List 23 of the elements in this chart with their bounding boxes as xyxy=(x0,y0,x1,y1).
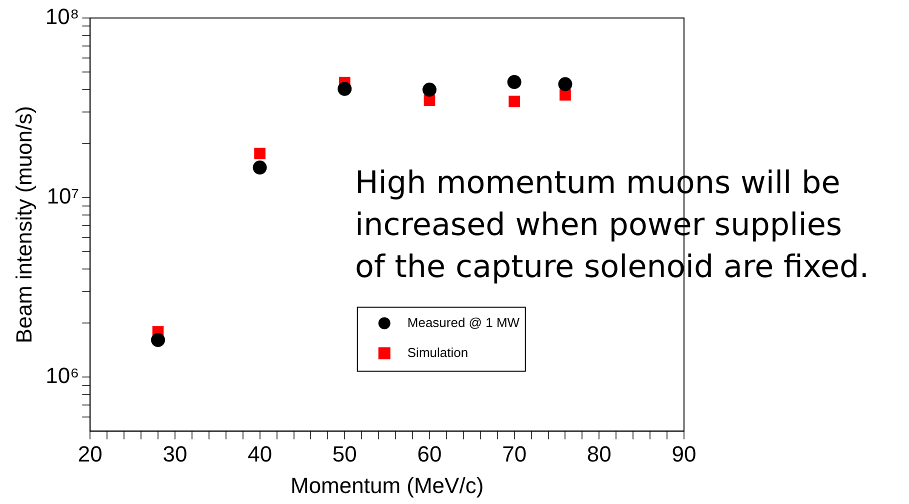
point xyxy=(558,77,572,92)
point xyxy=(422,82,436,97)
y-tick-label: 10⁸ xyxy=(45,4,80,30)
legend-label: Measured @ 1 MW xyxy=(407,314,520,330)
point xyxy=(151,333,166,348)
x-tick-label: 30 xyxy=(162,441,188,466)
x-axis-title: Momentum (MeV/c) xyxy=(290,472,484,498)
point xyxy=(254,148,266,160)
y-tick-label: 10⁷ xyxy=(46,184,80,209)
x-tick-label: 70 xyxy=(502,441,527,466)
y-tick-label: 10⁶ xyxy=(46,363,80,388)
point xyxy=(252,160,267,175)
legend-label: Simulation xyxy=(407,344,468,360)
x-tick-label: 40 xyxy=(248,441,272,466)
y-axis-title: Beam intensity (muon/s) xyxy=(11,106,36,344)
point xyxy=(338,82,352,96)
x-tick-label: 90 xyxy=(672,441,696,466)
x-tick-label: 60 xyxy=(417,441,442,466)
x-tick-label: 80 xyxy=(586,441,612,466)
x-tick-label: 50 xyxy=(332,441,357,466)
point xyxy=(507,75,522,90)
x-tick-label: 20 xyxy=(78,441,102,466)
point xyxy=(508,96,520,108)
